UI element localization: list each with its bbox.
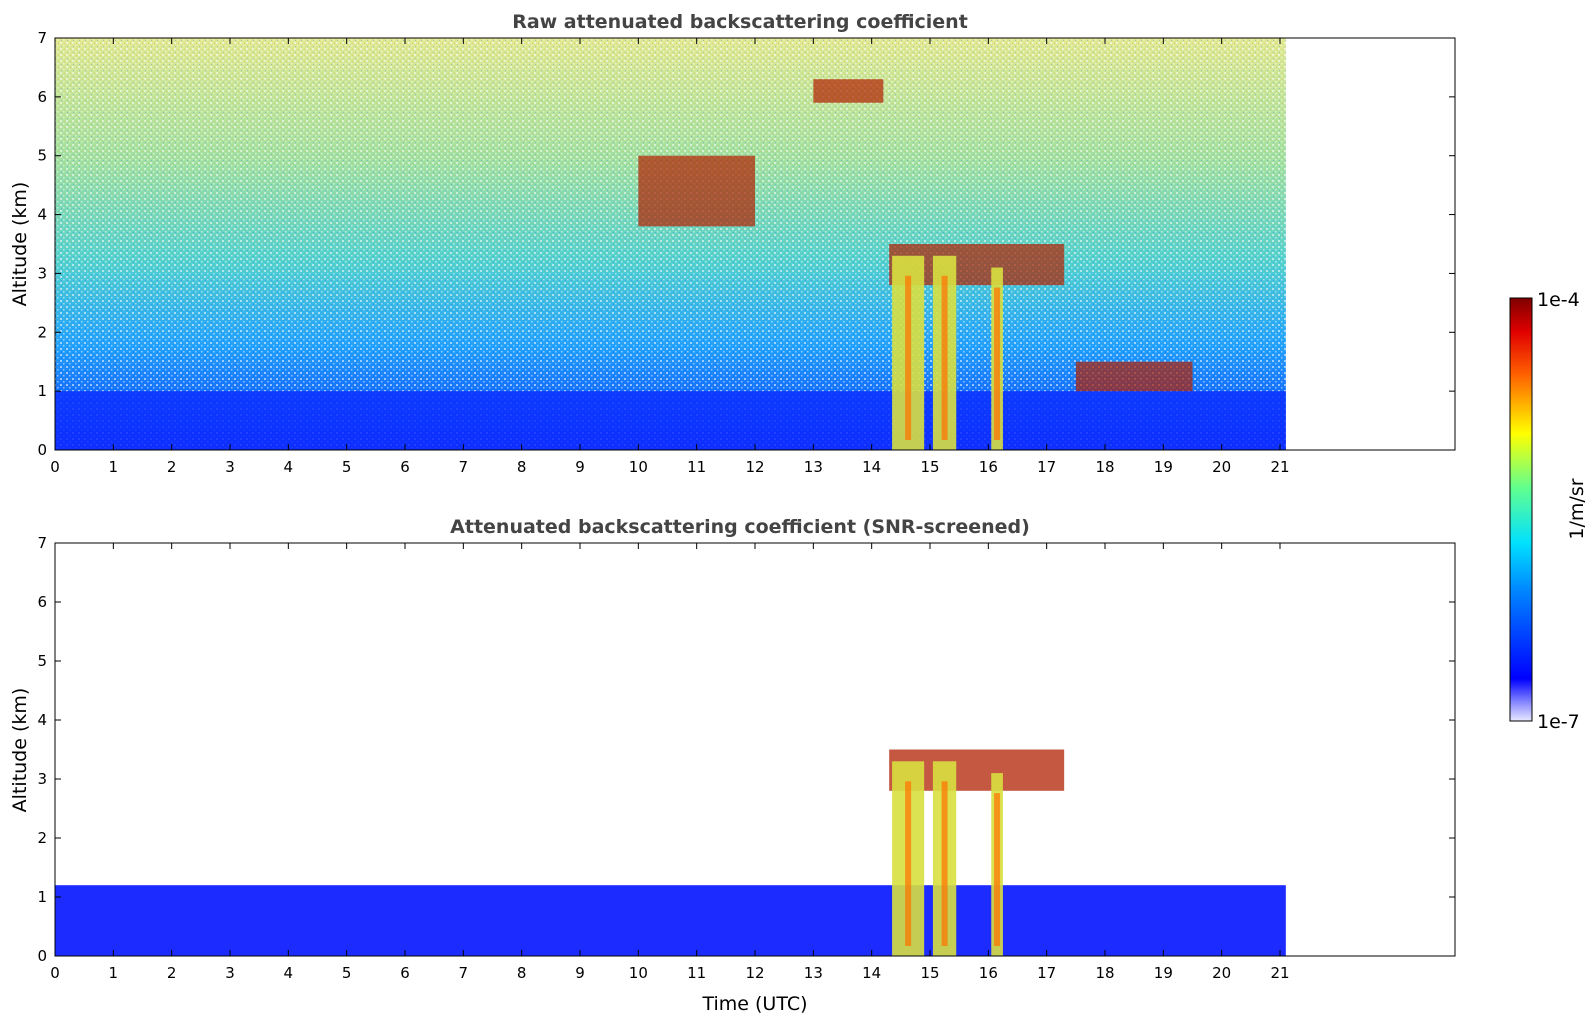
y-axis: 0 1 2 3 4 5 6 7 [37, 29, 1455, 459]
x-tick-label: 8 [517, 458, 527, 476]
y-tick-label: 4 [37, 711, 47, 729]
x-tick-label: 2 [167, 458, 177, 476]
feature-boundary-layer [55, 391, 1286, 450]
x-tick-label: 7 [459, 964, 469, 982]
x-tick-label: 9 [575, 964, 585, 982]
colorbar: 1e-4 1e-7 1/m/sr [1509, 289, 1588, 733]
x-tick-label: 8 [517, 964, 527, 982]
shaft-core [941, 781, 948, 946]
x-tick-label: 21 [1270, 458, 1289, 476]
y-tick-label: 7 [37, 534, 47, 552]
x-tick-label: 20 [1212, 964, 1231, 982]
y-tick-label: 0 [37, 441, 47, 459]
shaft-core [941, 275, 948, 440]
shaft-core [994, 793, 1001, 946]
x-tick-label: 7 [459, 458, 469, 476]
shaft-core [994, 287, 1001, 440]
x-tick-label: 3 [225, 458, 235, 476]
x-tick-label: 0 [50, 458, 60, 476]
x-tick-label: 18 [1095, 458, 1114, 476]
x-tick-label: 20 [1212, 458, 1231, 476]
feature-cloud-layer [638, 155, 755, 227]
x-tick-label: 5 [342, 964, 352, 982]
colorbar-gradient [1509, 297, 1533, 722]
colorbar-unit-label: 1/m/sr [1566, 478, 1588, 539]
x-axis: 0 1 2 3 4 5 6 7 8 9 10 11 12 13 14 15 16 17 18 19 20 21 [50, 543, 1290, 982]
x-tick-label: 16 [979, 458, 998, 476]
colorbar-max-label: 1e-4 [1537, 289, 1580, 311]
x-tick-label: 4 [284, 964, 294, 982]
y-axis-label: Altitude (km) [9, 688, 31, 813]
x-tick-label: 18 [1095, 964, 1114, 982]
y-tick-label: 7 [37, 29, 47, 47]
x-tick-label: 0 [50, 964, 60, 982]
x-tick-label: 19 [1154, 964, 1173, 982]
y-tick-label: 3 [37, 770, 47, 788]
x-axis-label: Time (UTC) [701, 993, 807, 1015]
snr-screened-backscatter-panel: Attenuated backscattering coefficient (S… [9, 516, 1456, 1015]
x-tick-label: 6 [400, 458, 410, 476]
colorbar-min-label: 1e-7 [1537, 711, 1580, 733]
x-tick-label: 13 [804, 964, 823, 982]
x-tick-label: 9 [575, 458, 585, 476]
x-tick-label: 15 [920, 964, 939, 982]
x-tick-label: 11 [687, 458, 706, 476]
x-tick-label: 21 [1270, 964, 1289, 982]
y-tick-label: 1 [37, 382, 47, 400]
raw-backscatter-panel: Raw attenuated backscattering coefficien… [9, 11, 1456, 476]
y-tick-label: 0 [37, 947, 47, 965]
y-tick-label: 2 [37, 323, 47, 341]
y-tick-label: 6 [37, 593, 47, 611]
y-axis: 0 1 2 3 4 5 6 7 [37, 534, 1455, 965]
x-tick-label: 14 [862, 458, 881, 476]
y-tick-label: 3 [37, 264, 47, 282]
x-tick-label: 12 [745, 964, 764, 982]
x-tick-label: 10 [629, 964, 648, 982]
heatmap-area [55, 38, 1286, 450]
x-tick-label: 1 [109, 964, 119, 982]
x-tick-label: 17 [1037, 964, 1056, 982]
y-tick-label: 5 [37, 652, 47, 670]
x-tick-label: 2 [167, 964, 177, 982]
x-tick-label: 1 [109, 458, 119, 476]
y-axis-label: Altitude (km) [9, 182, 31, 307]
x-tick-label: 12 [745, 458, 764, 476]
feature-boundary-layer [55, 885, 1286, 956]
y-tick-label: 2 [37, 829, 47, 847]
x-tick-label: 19 [1154, 458, 1173, 476]
x-tick-label: 15 [920, 458, 939, 476]
y-tick-label: 6 [37, 88, 47, 106]
x-tick-label: 4 [284, 458, 294, 476]
x-tick-label: 14 [862, 964, 881, 982]
x-tick-label: 6 [400, 964, 410, 982]
heatmap-area [55, 749, 1286, 956]
x-tick-label: 10 [629, 458, 648, 476]
x-tick-label: 3 [225, 964, 235, 982]
x-tick-label: 13 [804, 458, 823, 476]
y-tick-label: 5 [37, 147, 47, 165]
x-tick-label: 16 [979, 964, 998, 982]
x-tick-label: 5 [342, 458, 352, 476]
x-axis: 0 1 2 3 4 5 6 7 8 9 10 11 12 13 14 15 16 17 18 19 20 21 [50, 38, 1290, 476]
shaft-core [905, 275, 912, 440]
shaft-core [905, 781, 912, 946]
panel-title: Attenuated backscattering coefficient (S… [450, 516, 1030, 538]
y-tick-label: 1 [37, 888, 47, 906]
x-tick-label: 11 [687, 964, 706, 982]
y-tick-label: 4 [37, 206, 47, 224]
feature-cloud-layer [1075, 361, 1193, 392]
x-tick-label: 17 [1037, 458, 1056, 476]
panel-title: Raw attenuated backscattering coefficien… [512, 11, 968, 33]
feature-cloud-layer [813, 79, 884, 103]
